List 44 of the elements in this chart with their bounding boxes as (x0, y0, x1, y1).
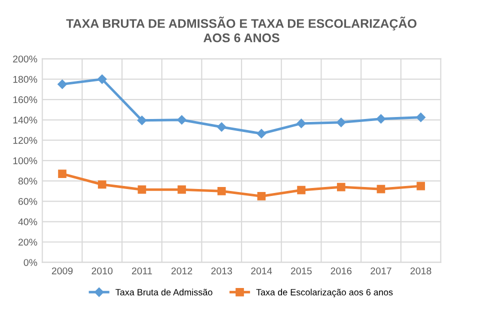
point (416, 182, 425, 190)
y-tick-label: 60% (18, 198, 38, 205)
x-tick-label: 2014 (251, 267, 272, 274)
x-tick-label: 2009 (52, 267, 73, 274)
legend-label: Taxa Bruta de Admissão (116, 288, 212, 296)
point (296, 118, 306, 128)
point (216, 122, 226, 132)
y-tick-label: 120% (13, 136, 38, 144)
legend-label: Taxa de Escolarização aos 6 anos (256, 288, 393, 298)
y-tick-label: 0% (24, 259, 38, 266)
point (336, 118, 346, 128)
y-tick-label: 40% (18, 218, 38, 226)
point (217, 186, 226, 196)
y-tick-label: 100% (13, 157, 38, 164)
y-tick-label: 80% (18, 178, 38, 185)
point (297, 186, 306, 194)
chart-title: TAXA BRUTA DE ADMISSÃO E TAXA DE ESCOLARIZAÇÃO AOS 6 ANOS (66, 16, 416, 42)
x-tick-label: 2010 (92, 267, 113, 274)
point (98, 180, 106, 189)
point (177, 115, 186, 125)
y-tick-label: 200% (13, 56, 38, 62)
x-tick-label: 2018 (410, 267, 432, 274)
x-tick-label: 2015 (290, 267, 312, 274)
point (58, 170, 66, 178)
y-tick-label: 180% (13, 76, 38, 83)
x-tick-label: 2013 (211, 267, 232, 274)
point (336, 182, 346, 192)
point (416, 112, 426, 122)
x-tick-label: 2011 (132, 267, 152, 274)
x-tick-label: 2017 (370, 267, 392, 274)
y-tick-label: 160% (13, 96, 38, 104)
point (138, 185, 146, 194)
point (256, 129, 266, 138)
y-tick-label: 20% (18, 238, 38, 246)
point (58, 80, 67, 89)
point (257, 192, 266, 200)
x-tick-label: 2016 (330, 267, 352, 274)
point (97, 74, 107, 84)
point (178, 185, 186, 194)
point (137, 116, 147, 126)
point (376, 114, 386, 124)
y-tick-label: 140% (13, 116, 38, 124)
x-tick-label: 2012 (171, 267, 192, 274)
point (376, 184, 386, 194)
